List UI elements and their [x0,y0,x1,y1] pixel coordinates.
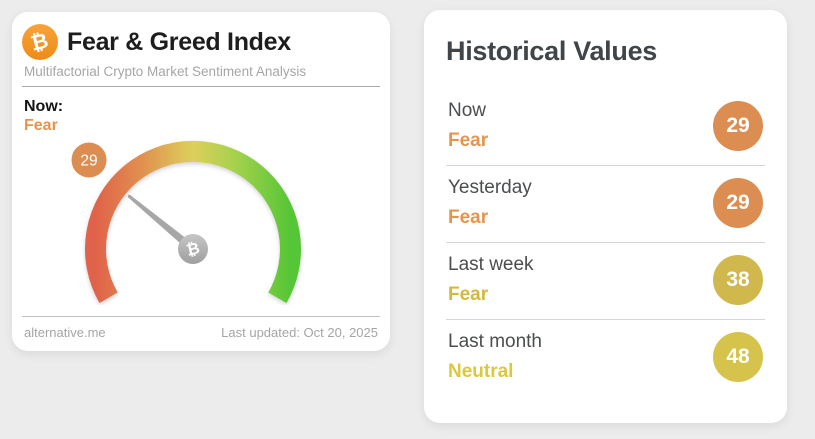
value-badge: 38 [713,255,763,305]
fear-greed-card: ₿ Fear & Greed Index Multifactorial Cryp… [12,12,390,351]
gauge-hub-bitcoin-icon: ₿ [184,238,201,260]
historical-title: Historical Values [446,36,658,66]
gauge-needle [127,194,198,254]
gauge-hub [178,234,208,264]
bitcoin-icon: ₿ [22,24,58,60]
gauge-value-badge [71,142,107,178]
history-row-now: Now Fear 29 [446,89,765,165]
gauge-arc [85,140,301,303]
classification-label: Neutral [448,361,514,382]
gauge-chart: ₿ 29 [71,140,301,303]
source-link[interactable]: alternative.me [24,325,106,340]
history-row-yesterday: Yesterday Fear 29 [446,165,765,242]
period-label: Last month [448,331,542,352]
value-badge: 48 [713,332,763,382]
historical-values-card: Historical Values Now Fear 29 Yesterday … [424,10,787,423]
now-label: Now: [24,98,64,115]
card-subtitle: Multifactorial Crypto Market Sentiment A… [24,64,307,79]
card-footer: alternative.me Last updated: Oct 20, 202… [22,316,380,340]
history-row-last-week: Last week Fear 38 [446,242,765,319]
classification-label: Fear [448,207,489,228]
header-divider [22,86,380,87]
last-updated-label: Last updated: Oct 20, 2025 [221,325,378,340]
period-label: Last week [448,254,534,275]
history-row-last-month: Last month Neutral 48 [446,319,765,396]
bitcoin-glyph: ₿ [28,27,52,56]
classification-label: Fear [448,284,489,305]
card-header: ₿ Fear & Greed Index [22,24,380,60]
classification-label: Fear [448,130,489,151]
card-title: Fear & Greed Index [67,27,291,56]
period-label: Now [448,100,487,121]
now-classification: Fear [24,117,58,134]
historical-rows: Now Fear 29 Yesterday Fear 29 Last week … [446,89,765,396]
value-badge: 29 [713,178,763,228]
value-badge: 29 [713,101,763,151]
gauge-value-label: 29 [80,153,97,170]
period-label: Yesterday [448,177,532,198]
